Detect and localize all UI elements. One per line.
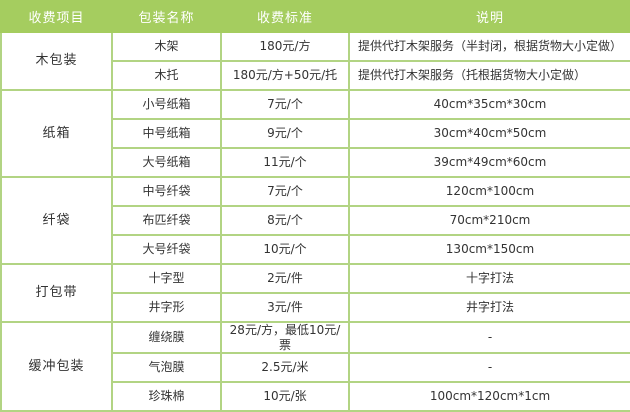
group-cell-carton: 纸箱 xyxy=(0,89,113,179)
package-cell: 缠绕膜 xyxy=(111,321,222,354)
note-cell: 30cm*40cm*50cm xyxy=(348,118,630,150)
table-row: 木托 180元/方+50元/托 提供代打木架服务（托根据货物大小定做） xyxy=(1,60,630,92)
price-cell: 180元/方 xyxy=(220,30,350,63)
price-cell: 8元/个 xyxy=(220,205,350,237)
table-row: 木包装 木架 180元/方 提供代打木架服务（半封闭，根据货物大小定做） xyxy=(0,30,630,92)
table-row: 大号纤袋 10元/个 130cm*150cm xyxy=(1,234,630,266)
header-description: 说明 xyxy=(348,0,630,33)
table-row: 打包带 十字型 2元/件 十字打法 xyxy=(0,263,630,324)
table-row: 缓冲包装 缠绕膜 28元/方，最低10元/票 - xyxy=(0,321,630,412)
group-cell-wood-packaging: 木包装 xyxy=(0,30,113,92)
table-row: 井字形 3元/件 井字打法 xyxy=(1,292,630,324)
package-cell: 木架 xyxy=(111,30,222,63)
package-cell: 大号纤袋 xyxy=(111,234,222,266)
price-cell: 2元/件 xyxy=(220,263,350,295)
header-fee-standard: 收费标准 xyxy=(220,0,350,33)
note-cell: 39cm*49cm*60cm xyxy=(348,147,630,179)
table-row: 大号纸箱 11元/个 39cm*49cm*60cm xyxy=(1,147,630,179)
note-cell: 40cm*35cm*30cm xyxy=(348,89,630,121)
note-cell: 130cm*150cm xyxy=(348,234,630,266)
table-row: 气泡膜 2.5元/米 - xyxy=(1,351,630,383)
table-row: 纤袋 中号纤袋 7元/个 120cm*100cm xyxy=(0,176,630,266)
header-package-name: 包装名称 xyxy=(111,0,222,33)
note-cell: - xyxy=(348,321,630,354)
price-cell: 7元/个 xyxy=(220,176,350,208)
header-fee-item: 收费项目 xyxy=(0,0,113,33)
price-cell: 28元/方，最低10元/票 xyxy=(220,321,350,354)
price-cell: 3元/件 xyxy=(220,292,350,324)
package-cell: 井字形 xyxy=(111,292,222,324)
package-cell: 珍珠棉 xyxy=(111,380,222,412)
group-cell-packing-belt: 打包带 xyxy=(0,263,113,324)
note-cell: 井字打法 xyxy=(348,292,630,324)
note-cell: 70cm*210cm xyxy=(348,205,630,237)
note-cell: 提供代打木架服务（托根据货物大小定做） xyxy=(348,60,630,92)
note-cell: 提供代打木架服务（半封闭，根据货物大小定做） xyxy=(348,30,630,63)
group-cell-fiber-bag: 纤袋 xyxy=(0,176,113,266)
package-cell: 中号纤袋 xyxy=(111,176,222,208)
group-cell-cushion-packaging: 缓冲包装 xyxy=(0,321,113,412)
price-cell: 2.5元/米 xyxy=(220,351,350,383)
package-cell: 木托 xyxy=(111,60,222,92)
note-cell: 120cm*100cm xyxy=(348,176,630,208)
table-header-row: 收费项目 包装名称 收费标准 说明 xyxy=(0,0,630,33)
price-cell: 10元/张 xyxy=(220,380,350,412)
table-row: 纸箱 小号纸箱 7元/个 40cm*35cm*30cm xyxy=(0,89,630,179)
note-cell: - xyxy=(348,351,630,383)
note-cell: 十字打法 xyxy=(348,263,630,295)
table-row: 珍珠棉 10元/张 100cm*120cm*1cm xyxy=(1,380,630,412)
note-cell: 100cm*120cm*1cm xyxy=(348,380,630,412)
price-cell: 11元/个 xyxy=(220,147,350,179)
price-cell: 7元/个 xyxy=(220,89,350,121)
package-cell: 小号纸箱 xyxy=(111,89,222,121)
price-cell: 180元/方+50元/托 xyxy=(220,60,350,92)
package-cell: 大号纸箱 xyxy=(111,147,222,179)
package-cell: 气泡膜 xyxy=(111,351,222,383)
price-cell: 9元/个 xyxy=(220,118,350,150)
table-row: 布匹纤袋 8元/个 70cm*210cm xyxy=(1,205,630,237)
package-cell: 十字型 xyxy=(111,263,222,295)
package-cell: 中号纸箱 xyxy=(111,118,222,150)
table-row: 中号纸箱 9元/个 30cm*40cm*50cm xyxy=(1,118,630,150)
package-cell: 布匹纤袋 xyxy=(111,205,222,237)
price-cell: 10元/个 xyxy=(220,234,350,266)
